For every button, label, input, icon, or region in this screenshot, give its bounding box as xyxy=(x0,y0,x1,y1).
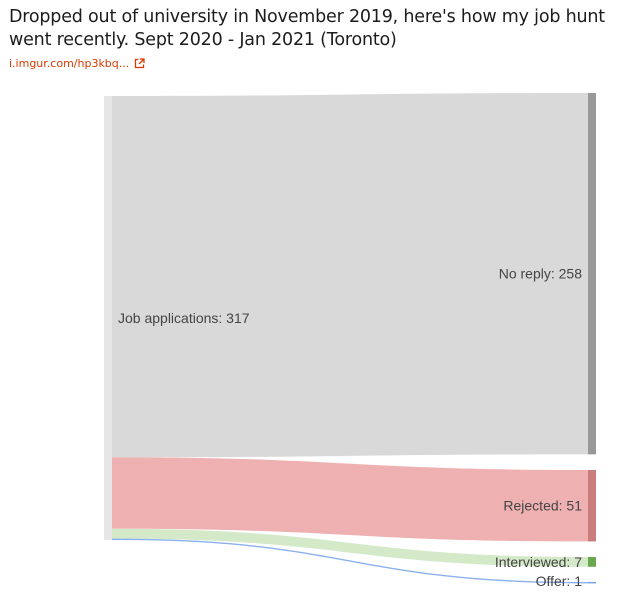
label-job-applications: Job applications: 317 xyxy=(118,310,250,326)
label-offer: Offer: 1 xyxy=(536,573,583,589)
node-rejected xyxy=(588,470,596,542)
label-interviewed: Interviewed: 7 xyxy=(495,554,582,570)
label-rejected: Rejected: 51 xyxy=(503,498,582,514)
label-no-reply: No reply: 258 xyxy=(499,266,582,282)
flows xyxy=(112,93,588,584)
post-link[interactable]: i.imgur.com/hp3kbq... xyxy=(9,57,145,70)
external-link-icon xyxy=(134,58,145,69)
node-interviewed xyxy=(588,557,596,567)
flow-interviewed xyxy=(112,528,588,567)
flow-no-reply xyxy=(112,93,588,458)
node-no-reply xyxy=(588,93,596,455)
node-offer xyxy=(588,582,596,584)
flow-rejected xyxy=(112,457,588,542)
nodes xyxy=(104,93,596,584)
post-title: Dropped out of university in November 20… xyxy=(9,7,605,50)
post-header: Dropped out of university in November 20… xyxy=(9,6,629,72)
post-link-text[interactable]: i.imgur.com/hp3kbq... xyxy=(9,57,130,70)
labels: No reply: 258 Rejected: 51 Interviewed: 7 O… xyxy=(118,266,582,589)
node-job-applications xyxy=(104,96,112,540)
flow-offer xyxy=(112,538,588,584)
